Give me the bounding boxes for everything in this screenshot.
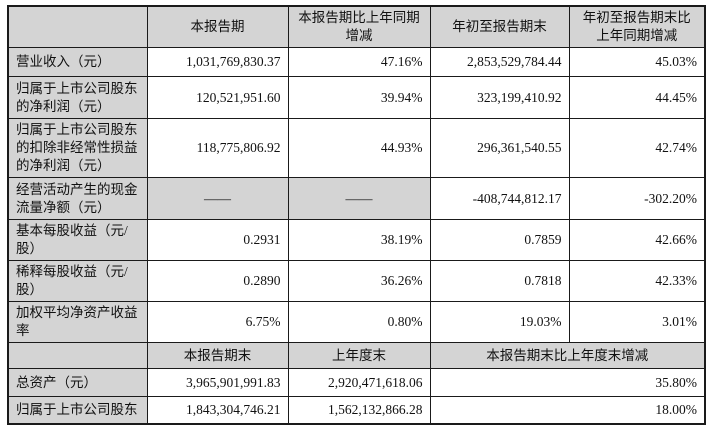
metric-current: 0.2931 — [146, 219, 289, 261]
metric-yoy: —— — [287, 177, 431, 220]
metric-label: 归属于上市公司股东 — [7, 396, 148, 424]
table-row-basic-eps: 基本每股收益（元/股） 0.2931 38.19% 0.7859 42.66% — [7, 219, 706, 261]
metric-yoy: 47.16% — [287, 47, 431, 77]
metric-ytd: 296,361,540.55 — [429, 118, 570, 178]
header-prior-year-end: 上年度末 — [287, 342, 431, 369]
metric-current-end: 3,965,901,991.83 — [146, 368, 289, 397]
table-row-net-profit-excl-nonrecurring: 归属于上市公司股东的扣除非经常性损益的净利润（元） 118,775,806.92… — [7, 118, 706, 178]
table-row-diluted-eps: 稀释每股收益（元/股） 0.2890 36.26% 0.7818 42.33% — [7, 260, 706, 302]
top-header-row: 本报告期 本报告期比上年同期增减 年初至报告期末 年初至报告期末比上年同期增减 — [7, 5, 706, 48]
metric-ytd: 323,199,410.92 — [429, 76, 570, 119]
metric-current: 118,775,806.92 — [146, 118, 289, 178]
corner-cell — [7, 5, 148, 48]
corner-cell — [7, 342, 148, 369]
metric-label: 归属于上市公司股东的净利润（元） — [7, 76, 148, 119]
table-row-total-assets: 总资产（元） 3,965,901,991.83 2,920,471,618.06… — [7, 368, 706, 397]
header-current-period: 本报告期 — [146, 5, 289, 48]
header-ytd-yoy: 年初至报告期末比上年同期增减 — [568, 5, 706, 48]
metric-current: —— — [146, 177, 289, 220]
metric-ytd-yoy: 42.33% — [568, 260, 706, 302]
metric-ytd-yoy: -302.20% — [568, 177, 706, 220]
metric-label: 基本每股收益（元/股） — [7, 219, 148, 261]
metric-current: 0.2890 — [146, 260, 289, 302]
table-row-net-profit: 归属于上市公司股东的净利润（元） 120,521,951.60 39.94% 3… — [7, 76, 706, 119]
metric-ytd-yoy: 42.74% — [568, 118, 706, 178]
header-ytd: 年初至报告期末 — [429, 5, 570, 48]
metric-ytd-yoy: 3.01% — [568, 301, 706, 343]
metric-label: 加权平均净资产收益率 — [7, 301, 148, 343]
metric-ytd: -408,744,812.17 — [429, 177, 570, 220]
metric-end-change: 35.80% — [429, 368, 706, 397]
metric-current: 6.75% — [146, 301, 289, 343]
key-financials-table: 本报告期 本报告期比上年同期增减 年初至报告期末 年初至报告期末比上年同期增减 … — [7, 5, 706, 425]
metric-ytd-yoy: 42.66% — [568, 219, 706, 261]
metric-ytd: 19.03% — [429, 301, 570, 343]
metric-label: 稀释每股收益（元/股） — [7, 260, 148, 302]
metric-ytd: 0.7818 — [429, 260, 570, 302]
metric-prior-year-end: 2,920,471,618.06 — [287, 368, 431, 397]
table-row-equity-to-shareholders: 归属于上市公司股东 1,843,304,746.21 1,562,132,866… — [7, 396, 706, 424]
metric-current: 120,521,951.60 — [146, 76, 289, 119]
metric-label: 经营活动产生的现金流量净额（元） — [7, 177, 148, 220]
metric-yoy: 39.94% — [287, 76, 431, 119]
table-row-operating-cash-flow: 经营活动产生的现金流量净额（元） —— —— -408,744,812.17 -… — [7, 177, 706, 220]
metric-yoy: 0.80% — [287, 301, 431, 343]
metric-current-end: 1,843,304,746.21 — [146, 396, 289, 424]
metric-ytd: 0.7859 — [429, 219, 570, 261]
metric-ytd-yoy: 44.45% — [568, 76, 706, 119]
metric-end-change: 18.00% — [429, 396, 706, 424]
metric-label: 营业收入（元） — [7, 47, 148, 77]
metric-ytd-yoy: 45.03% — [568, 47, 706, 77]
header-current-end: 本报告期末 — [146, 342, 289, 369]
table-row-weighted-avg-roe: 加权平均净资产收益率 6.75% 0.80% 19.03% 3.01% — [7, 301, 706, 343]
metric-prior-year-end: 1,562,132,866.28 — [287, 396, 431, 424]
header-end-change: 本报告期末比上年度末增减 — [429, 342, 706, 369]
metric-yoy: 44.93% — [287, 118, 431, 178]
table-row-revenue: 营业收入（元） 1,031,769,830.37 47.16% 2,853,52… — [7, 47, 706, 77]
header-current-period-yoy: 本报告期比上年同期增减 — [287, 5, 431, 48]
metric-yoy: 38.19% — [287, 219, 431, 261]
metric-label: 归属于上市公司股东的扣除非经常性损益的净利润（元） — [7, 118, 148, 178]
period-end-header-row: 本报告期末 上年度末 本报告期末比上年度末增减 — [7, 342, 706, 369]
metric-label: 总资产（元） — [7, 368, 148, 397]
metric-current: 1,031,769,830.37 — [146, 47, 289, 77]
metric-yoy: 36.26% — [287, 260, 431, 302]
metric-ytd: 2,853,529,784.44 — [429, 47, 570, 77]
